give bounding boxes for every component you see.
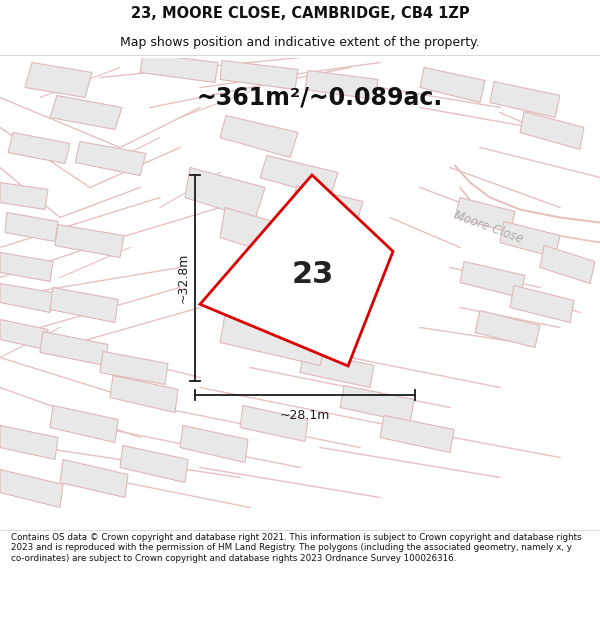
Polygon shape — [520, 111, 584, 149]
Polygon shape — [500, 221, 560, 258]
Polygon shape — [185, 168, 265, 219]
Polygon shape — [240, 406, 308, 441]
Polygon shape — [455, 198, 515, 232]
Polygon shape — [25, 62, 92, 98]
Polygon shape — [220, 208, 300, 259]
Polygon shape — [55, 224, 124, 258]
Polygon shape — [540, 246, 595, 284]
Polygon shape — [255, 238, 335, 289]
Polygon shape — [40, 331, 108, 366]
Polygon shape — [475, 311, 540, 348]
Text: Map shows position and indicative extent of the property.: Map shows position and indicative extent… — [120, 36, 480, 49]
Text: ~28.1m: ~28.1m — [280, 409, 330, 422]
Text: ~361m²/~0.089ac.: ~361m²/~0.089ac. — [197, 86, 443, 109]
Polygon shape — [420, 68, 485, 102]
Polygon shape — [180, 426, 248, 462]
Polygon shape — [50, 96, 122, 129]
Polygon shape — [140, 54, 218, 82]
Polygon shape — [0, 426, 58, 459]
Polygon shape — [75, 141, 146, 176]
Polygon shape — [0, 469, 63, 508]
Polygon shape — [380, 416, 454, 452]
Text: Moore Close: Moore Close — [452, 209, 524, 246]
Polygon shape — [0, 182, 48, 209]
Polygon shape — [0, 319, 48, 349]
Text: ~32.8m: ~32.8m — [176, 253, 190, 303]
Text: 23: 23 — [292, 259, 334, 289]
Polygon shape — [100, 351, 168, 384]
Text: 23, MOORE CLOSE, CAMBRIDGE, CB4 1ZP: 23, MOORE CLOSE, CAMBRIDGE, CB4 1ZP — [131, 6, 469, 21]
Polygon shape — [60, 459, 128, 498]
Polygon shape — [300, 351, 374, 388]
Polygon shape — [50, 406, 118, 442]
Polygon shape — [220, 61, 298, 89]
Polygon shape — [110, 376, 178, 413]
Polygon shape — [0, 253, 53, 281]
Polygon shape — [5, 213, 58, 241]
Polygon shape — [305, 71, 378, 99]
Polygon shape — [490, 81, 560, 118]
Polygon shape — [510, 286, 574, 322]
Polygon shape — [340, 386, 414, 423]
Polygon shape — [220, 309, 328, 366]
Polygon shape — [220, 116, 298, 158]
Text: Contains OS data © Crown copyright and database right 2021. This information is : Contains OS data © Crown copyright and d… — [11, 533, 581, 562]
Polygon shape — [120, 446, 188, 483]
Polygon shape — [290, 186, 363, 228]
Polygon shape — [260, 156, 338, 198]
Polygon shape — [200, 175, 393, 366]
Polygon shape — [8, 132, 70, 164]
Polygon shape — [0, 284, 53, 312]
Polygon shape — [460, 261, 525, 298]
Polygon shape — [50, 288, 118, 322]
